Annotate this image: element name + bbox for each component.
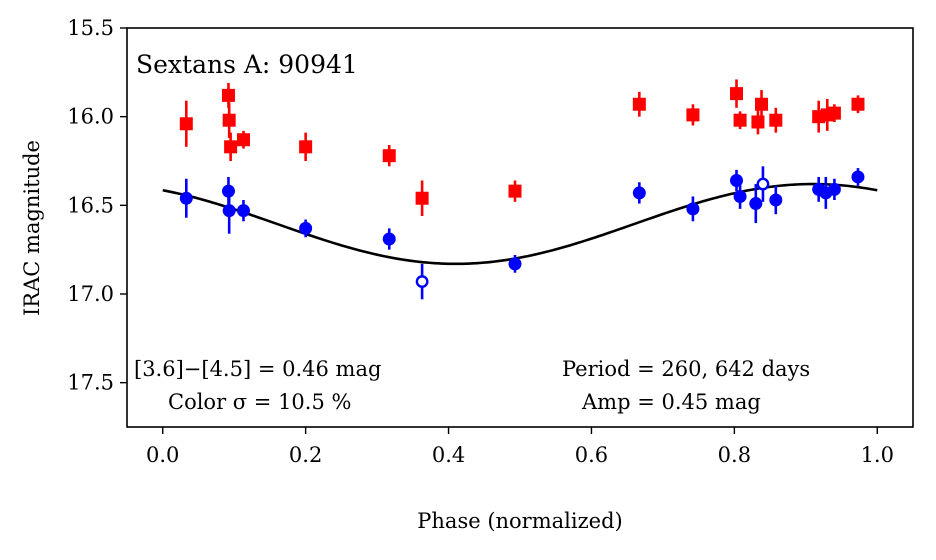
irac-4p5-point — [751, 115, 765, 129]
irac-3p6-point — [733, 189, 747, 203]
y-tick-label: 15.5 — [67, 16, 114, 40]
irac-4p5-point — [730, 87, 744, 101]
irac-3p6-point — [730, 174, 744, 188]
irac-4p5-point — [827, 106, 841, 120]
x-tick-label: 0.2 — [289, 443, 322, 467]
irac-4p5-point — [769, 113, 783, 127]
irac-3p6-point — [508, 257, 522, 271]
x-axis-label: Phase (normalized) — [417, 509, 622, 533]
plot-frame — [126, 27, 914, 428]
irac-3p6-point — [179, 191, 193, 205]
color-annotation-line1: [3.6]−[4.5] = 0.46 mag — [134, 357, 381, 381]
x-tick-label: 0.0 — [146, 443, 179, 467]
x-tick-label: 0.4 — [432, 443, 465, 467]
x-tick-label: 0.8 — [718, 443, 751, 467]
irac-3p6-point — [749, 197, 763, 211]
chart-title: Sextans A: 90941 — [136, 50, 358, 79]
irac-3p6-point — [299, 221, 313, 235]
x-tick-label: 0.6 — [575, 443, 608, 467]
irac-4p5-point — [221, 88, 235, 102]
model-curve — [162, 182, 878, 266]
y-axis-label: IRAC magnitude — [20, 140, 44, 316]
irac-3p6-point — [222, 204, 236, 218]
irac-4p5-point — [224, 140, 238, 154]
irac-3p6-point — [851, 170, 865, 184]
period-annotation: Period = 260, 642 days — [562, 357, 810, 381]
irac-4p5-point — [415, 191, 429, 205]
irac-3p6-point-open — [415, 275, 429, 288]
irac-3p6-point-open — [756, 177, 770, 191]
x-tick-label: 1.0 — [861, 443, 894, 467]
irac-4p5-point — [851, 97, 865, 111]
y-tick-label: 17.5 — [67, 371, 114, 395]
axes: 0.0 0.2 0.4 0.6 0.8 1.0 15.5 16.0 16.5 17.0 17.5 — [67, 16, 894, 467]
irac-4p5-point — [755, 97, 769, 111]
y-tick-label: 16.5 — [67, 193, 114, 217]
irac-4p5-point — [222, 113, 236, 127]
irac-4p5-point — [508, 184, 522, 198]
plot-marks — [162, 79, 878, 300]
irac-3p6-point — [236, 204, 250, 218]
irac-3p6-point — [827, 182, 841, 196]
color-annotation-line2: Color σ = 10.5 % — [168, 390, 351, 414]
irac-3p6-point — [382, 232, 396, 246]
irac-4p5-point — [299, 140, 313, 154]
y-tick-label: 16.0 — [67, 105, 114, 129]
irac-4p5-point — [179, 117, 193, 131]
irac-3p6-point — [686, 202, 700, 216]
irac-4p5-point — [632, 97, 646, 111]
amplitude-annotation: Amp = 0.45 mag — [581, 390, 761, 414]
irac-4p5-point — [236, 133, 250, 147]
irac-4p5-point — [686, 108, 700, 122]
y-tick-label: 17.0 — [67, 282, 114, 306]
irac-4p5-point — [733, 113, 747, 127]
irac-3p6-point — [769, 193, 783, 207]
irac-3p6-point — [632, 186, 646, 200]
irac-4p5-point — [382, 149, 396, 163]
